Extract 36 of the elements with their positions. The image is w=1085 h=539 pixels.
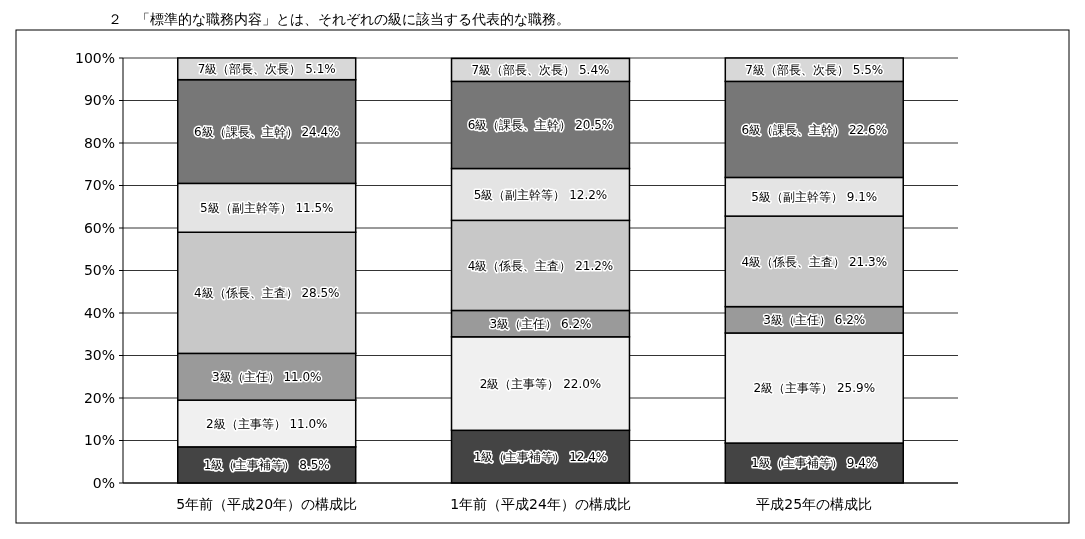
text: 7級（部長、次長） 5.5% xyxy=(745,62,884,77)
x-tick-label: 1年前（平成24年）の構成比 xyxy=(450,496,631,512)
text: 5級（副主幹等） 11.5% xyxy=(199,201,334,216)
x-tick-label: 平成25年の構成比 xyxy=(756,496,873,512)
text: 1級（主事補等） 9.4% xyxy=(751,456,878,471)
y-tick-label: 60% xyxy=(83,219,115,236)
text: ２ 「標準的な職務内容」とは、それぞれの級に該当する代表的な職務。 xyxy=(108,11,570,27)
text: 2級（主事等） 11.0% xyxy=(205,416,328,431)
text: 3級（主任） 11.0% xyxy=(211,369,322,384)
y-tick-label: 20% xyxy=(83,389,115,406)
text: 5級（副主幹等） 9.1% xyxy=(751,189,878,204)
text: 7級（部長、次長） 5.4% xyxy=(471,63,610,78)
y-tick-label: 70% xyxy=(83,177,115,194)
text: 4級（係長、主査） 21.2% xyxy=(467,258,614,273)
text: 4級（係長、主査） 28.5% xyxy=(193,286,340,301)
text: 1級（主事補等） 8.5% xyxy=(203,458,330,473)
y-tick-label: 10% xyxy=(83,432,115,449)
text: 6級（課長、主幹） 24.4% xyxy=(193,124,340,139)
y-tick-label: 90% xyxy=(83,92,115,109)
text: 2級（主事等） 25.9% xyxy=(753,381,876,396)
y-tick-label: 100% xyxy=(74,49,115,66)
y-tick-label: 80% xyxy=(83,134,115,151)
y-tick-label: 30% xyxy=(83,347,115,364)
text: 5級（副主幹等） 12.2% xyxy=(473,187,608,202)
y-tick-label: 0% xyxy=(92,474,115,491)
x-tick-label: 5年前（平成20年）の構成比 xyxy=(176,496,358,512)
y-tick-label: 50% xyxy=(83,262,115,279)
text: 2級（主事等） 22.0% xyxy=(479,376,602,391)
text: 6級（課長、主幹） 22.6% xyxy=(741,122,888,137)
text: 3級（主任） 6.2% xyxy=(489,316,592,331)
text: 4級（係長、主査） 21.3% xyxy=(741,254,888,269)
text: 6級（課長、主幹） 20.5% xyxy=(467,118,614,133)
text: 1級（主事補等） 12.4% xyxy=(473,449,608,464)
text: 7級（部長、次長） 5.1% xyxy=(197,62,336,77)
y-tick-label: 40% xyxy=(83,304,115,321)
text: 3級（主任） 6.2% xyxy=(763,313,866,327)
